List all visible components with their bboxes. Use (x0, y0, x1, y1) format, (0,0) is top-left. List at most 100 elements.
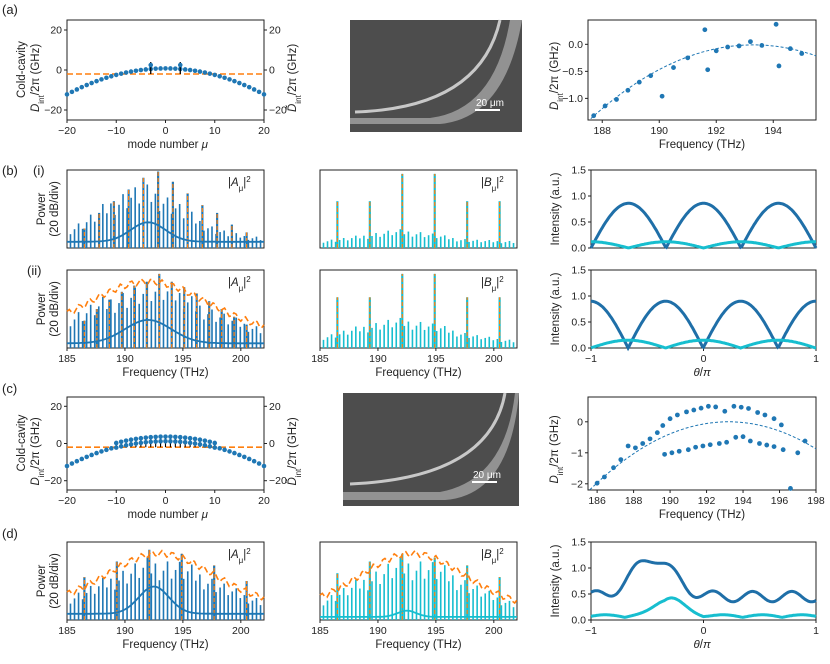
c_fit-point (780, 447, 786, 453)
c_dint-point (89, 452, 94, 458)
a_dint-point (123, 70, 129, 75)
a_fit-axes: 188 190 192 194 0.0 −0.5 −1.0 Frequency (THz) Di… (549, 19, 817, 151)
c_dint-y2label: D̃int/2π (GHz) (286, 417, 303, 485)
d-A-floor (67, 585, 264, 615)
b-i-int-axes-ytick-label: 0.0 (571, 243, 586, 255)
c_dint-y2tick-label: 20 (269, 401, 281, 413)
b-ii-ylabel-1: Power (36, 293, 48, 326)
c_dint-point (177, 434, 183, 440)
c_fit-axes-xtick-label: 196 (771, 495, 789, 507)
b-ii-int-light-curve (590, 338, 817, 350)
d-A-xlabel: Frequency (THz) (122, 639, 208, 651)
c_dint-point (153, 439, 158, 444)
b-ii-int-axes-ytick-label: 0.0 (571, 343, 586, 355)
d-int-xlabel: θ/π (694, 639, 711, 651)
a_fit-point (671, 65, 676, 70)
a_dint-axes-xtick-label: −20 (58, 125, 76, 137)
a_dint-point (227, 77, 232, 82)
c_dint-y2tick-label: 0 (269, 438, 275, 450)
a_dint-xlabel: mode number μ (128, 139, 209, 151)
d-A-axes-xtick-label: 185 (58, 625, 76, 637)
c_fit-point (700, 443, 706, 449)
a_dint-axes-ytick-label: 20 (50, 25, 62, 37)
a_dint-point (109, 73, 114, 79)
c_fit-xlabel: Frequency (THz) (659, 509, 745, 521)
a_dint-point (69, 89, 75, 95)
c_dint-point (207, 439, 213, 445)
c_dint-xlabel: mode number μ (128, 509, 209, 521)
b-ii-int-axes-xtick-label: 1 (813, 353, 819, 365)
c_dint-point (182, 439, 188, 445)
d-int-axes-xtick-label: 0 (701, 625, 707, 637)
a_dint-point (192, 68, 198, 74)
c_fit-point (755, 410, 761, 415)
a_dint-point (168, 66, 173, 71)
d-B-xlabel: Frequency (THz) (375, 639, 461, 651)
c_dint-point (158, 439, 163, 444)
c_dint-point (242, 454, 247, 460)
b-ii-int-dark-curve (590, 299, 816, 352)
a_dint-point (222, 75, 227, 81)
b-ii-A-envelope (66, 277, 265, 329)
c_fit-point (685, 447, 691, 453)
b-i-B-axes: |Bμ|2 (319, 169, 518, 249)
b-ii-int-xlabel: θ/π (694, 367, 711, 379)
d-int-light-curve (590, 596, 817, 619)
d-A-envelope (66, 549, 265, 601)
c_dint-point (153, 434, 158, 440)
c_dint-point (158, 434, 163, 439)
c_dint-point (182, 435, 188, 440)
c_dint-axes-xtick-label: −10 (107, 495, 125, 507)
c_fit-point (733, 434, 739, 440)
c_fit-axes-ytick-label: −1 (571, 447, 583, 459)
b-ii-A-axes-xtick-label: 200 (232, 353, 250, 365)
c_fit-point (669, 450, 675, 456)
c_dint-point (177, 439, 183, 445)
panel-label-b-i: (i) (33, 163, 45, 178)
a_dint-point (89, 80, 94, 86)
c_dint-point (217, 446, 222, 451)
c_fit-point (757, 441, 762, 446)
b-ii-B-axes-xtick-label: 190 (369, 353, 387, 365)
a_fit-axes-xtick-label: 188 (593, 125, 611, 137)
b-ii-B-label: |Bμ|2 (481, 275, 504, 293)
a_dint-point (104, 75, 109, 81)
b-i-B-label: |Bμ|2 (481, 175, 504, 193)
a_fit-point (602, 103, 608, 109)
c_fit-point (771, 444, 777, 449)
a_fit-point (591, 113, 597, 119)
c_dint-point (232, 450, 237, 456)
a_fit-point (713, 48, 719, 54)
c_fit-point (747, 438, 753, 444)
c_dint-point (123, 443, 129, 448)
c_fit-point (746, 406, 751, 411)
a_dint-point (163, 66, 168, 71)
b-i-A-label: |Aμ|2 (228, 175, 251, 193)
panel-label-a: (a) (2, 2, 18, 17)
c_fit-point (713, 404, 719, 410)
c_fit-point (771, 416, 777, 422)
a_dint-axes-xtick-label: −10 (107, 125, 125, 137)
c_fit-point (611, 465, 616, 471)
c_dint-point (212, 445, 218, 450)
b-ii-A-label: |Aμ|2 (228, 275, 251, 293)
c_fit-axes-frame (587, 396, 817, 491)
a_dint-point (173, 66, 178, 71)
a_fit-point (776, 63, 782, 69)
c_dint-point (64, 463, 70, 469)
c_fit-axes-ytick-label: 0 (577, 416, 583, 428)
c_fit-point (654, 430, 660, 436)
d-int-axes-ytick-label: 0.0 (571, 615, 586, 627)
c_fit-point (724, 439, 730, 445)
b-i-int-axes: 0.0 0.5 1.0 1.5 Intensity (a.u.) (550, 165, 818, 255)
c_dint-point (173, 439, 178, 444)
c_dint-point (138, 435, 144, 441)
c_dint-point (163, 434, 168, 439)
a_dint-point (138, 67, 144, 73)
a_dint-point (133, 68, 139, 74)
c_dint-point (246, 456, 252, 462)
a_fit-axes-xtick-label: 190 (650, 125, 668, 137)
panel-label-c: (c) (2, 381, 17, 396)
c_dint-axes-ytick-label: 0 (56, 438, 62, 450)
d-B-label: |Bμ|2 (481, 547, 504, 565)
